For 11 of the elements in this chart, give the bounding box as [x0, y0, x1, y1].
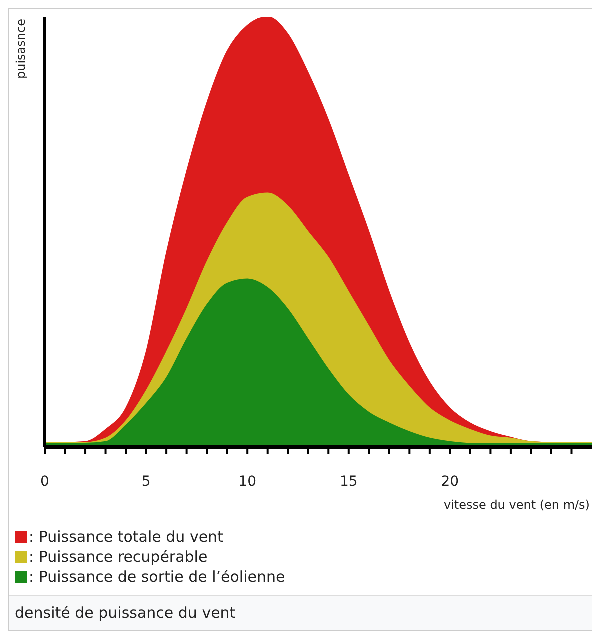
x-tick-label: 10 [238, 474, 257, 490]
x-axis-title: vitesse du vent (en m/s) [444, 498, 590, 512]
legend-label: : Puissance recupérable [29, 547, 208, 567]
x-tick-label: 5 [142, 474, 151, 490]
text: densité de puissance du vent [9, 595, 592, 630]
legend-label: : Puissance totale du vent [29, 527, 224, 547]
x-tick-label: 15 [340, 474, 358, 490]
x-tick-label: 0 [40, 474, 50, 490]
y-axis-title: puisasnce [14, 19, 28, 79]
x-tick-label: 20 [441, 474, 460, 490]
legend-label: : Puissance de sortie de l’éolienne [29, 567, 286, 587]
